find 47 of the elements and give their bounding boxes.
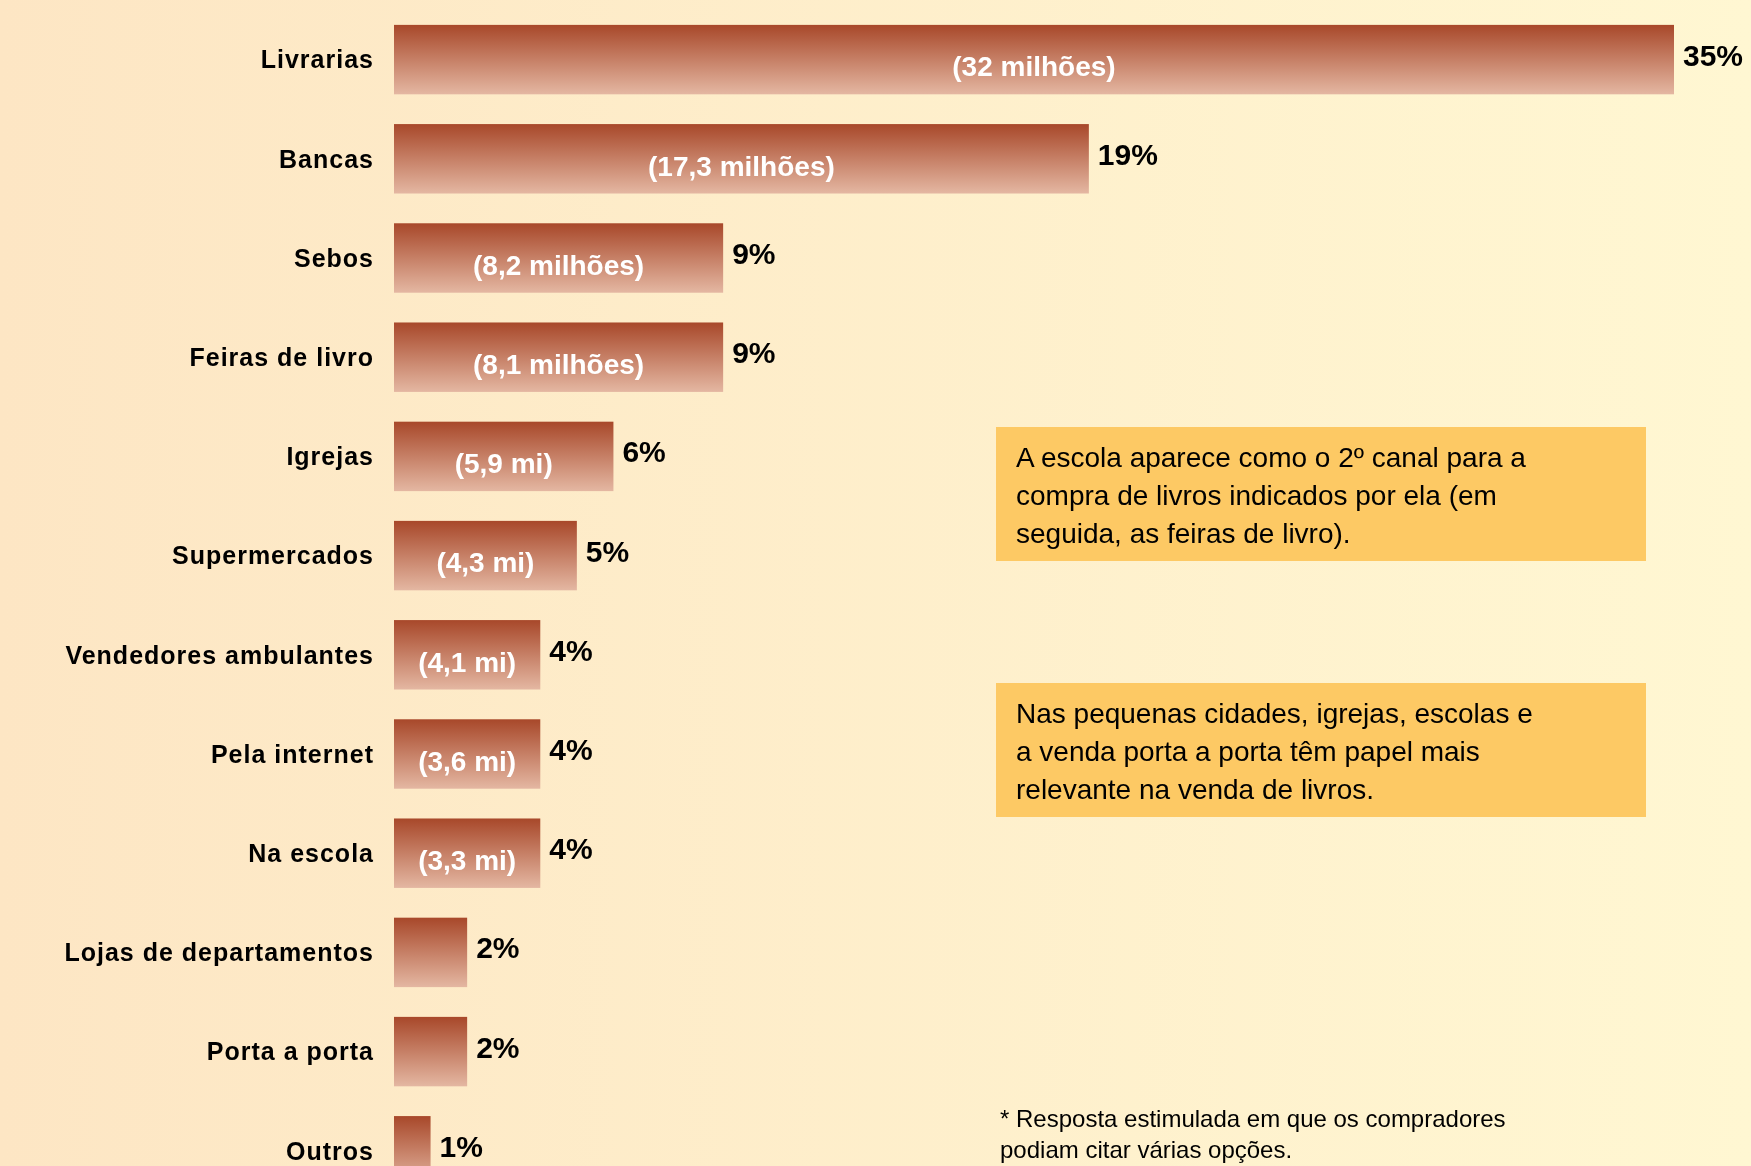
annotation: (4,1 mi) [418,646,517,678]
bar [394,421,614,492]
data-label: 4% [549,733,593,766]
annotation: (4,3 mi) [436,547,535,579]
bar [394,24,1674,95]
annotation: (17,3 milhões) [648,150,835,182]
bar [394,719,541,789]
data-label: 9% [732,336,776,370]
data-label: 5% [585,534,630,568]
y-tick-label: Feiras de livro [189,342,374,371]
annotation: (8,2 milhões) [472,249,645,281]
data-label: 6% [622,435,666,469]
y-tick-label: Porta a porta [206,1037,375,1066]
annotation: (8,1 milhões) [472,349,645,380]
y-tick-label: Igrejas [286,442,374,471]
data-label: 19% [1097,137,1158,171]
bar [394,520,577,591]
annotation: (5,9 mi) [454,448,553,480]
bar [394,322,724,392]
bar [394,223,724,293]
y-tick-label: Outros [286,1136,374,1165]
data-label: 4% [549,633,593,667]
annotation: (32 milhões) [952,51,1116,83]
bar [394,917,468,988]
y-tick-label: Sebos [293,243,374,272]
y-tick-label: Lojas de departamentos [64,938,374,967]
annotation: Nas pequenas cidades, igrejas, escolas e a venda porta a porta têm papel mais relevante na venda de livros. [1016,698,1533,805]
annotation: * Resposta estimulada em que os compradores podiam citar várias opções. [1000,1105,1506,1163]
bar [394,124,1089,194]
data-label: 35% [1683,38,1744,72]
bar [394,620,541,690]
y-tick-label: Na escola [248,838,375,867]
y-tick-label: Livrarias [260,45,374,74]
annotation: A escola aparece como o 2º canal para a compra de livros indicados por ela (em seguida, as feiras de livro). [1016,442,1527,549]
data-label: 4% [549,832,593,866]
y-tick-label: Pela internet [210,739,374,768]
y-tick-label: Vendedores ambulantes [65,640,374,669]
data-label: 2% [476,931,520,965]
data-label: 9% [732,237,776,270]
data-label: 2% [476,1030,520,1064]
bar [394,818,541,888]
annotation: (3,3 mi) [418,845,517,876]
annotation: (3,6 mi) [418,745,517,777]
bar [394,1016,468,1087]
y-tick-label: Supermercados [172,541,374,570]
y-tick-label: Bancas [279,144,374,173]
data-label: 1% [439,1129,483,1163]
